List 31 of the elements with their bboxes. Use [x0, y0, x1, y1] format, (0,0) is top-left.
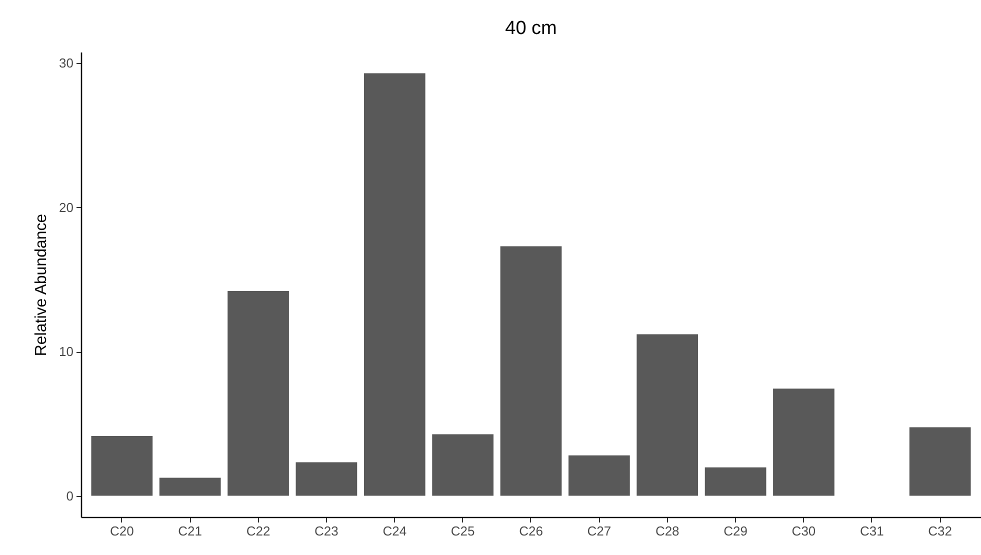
x-tick-label: C31 [860, 524, 884, 538]
x-tick-label: C29 [724, 524, 748, 538]
y-axis-title: Relative Abundance [33, 214, 50, 356]
bar [228, 290, 289, 496]
x-tick-label: C26 [519, 524, 543, 538]
bar [159, 478, 221, 496]
x-tick-label: C25 [450, 524, 475, 538]
bar [364, 73, 426, 496]
bar [296, 462, 358, 496]
x-tick-label: C28 [655, 524, 680, 538]
bar [500, 246, 562, 496]
chart-title: 40 cm [505, 18, 557, 39]
x-tick-label: C23 [314, 524, 338, 538]
bar [704, 467, 766, 496]
bar [909, 427, 971, 496]
x-tick-label: C27 [587, 524, 612, 538]
y-tick-label: 0 [66, 488, 74, 504]
y-tick-label: 20 [59, 200, 74, 215]
x-tick-label: C24 [382, 524, 407, 538]
x-tick-label: C20 [110, 524, 134, 538]
bar [91, 436, 153, 496]
bar [636, 334, 698, 496]
y-tick-label: 10 [59, 344, 74, 360]
y-tick-label: 30 [59, 56, 74, 71]
bar [432, 434, 494, 496]
bar [568, 455, 630, 496]
x-tick-label: C21 [178, 524, 202, 538]
x-tick-label: C32 [928, 524, 952, 538]
x-tick-label: C30 [792, 524, 816, 538]
bar [773, 388, 834, 496]
x-tick-label: C22 [246, 524, 270, 538]
